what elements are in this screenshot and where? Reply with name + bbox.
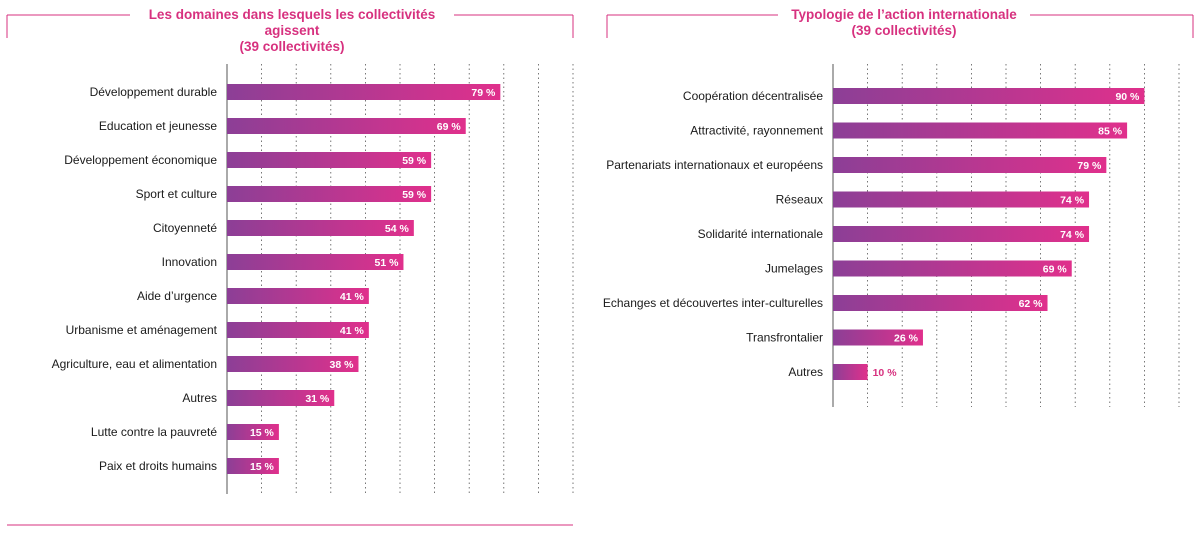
left-bar [227, 424, 279, 440]
left-chart: Développement durable 79 % Education et je… [6, 14, 574, 526]
right-chart: Coopération décentralisée 90 % Attractivit… [603, 14, 1194, 407]
right-category-label: Réseaux [776, 193, 823, 207]
left-value-label: 38 % [330, 359, 355, 371]
left-value-label: 15 % [250, 461, 275, 473]
left-category-label: Aide d’urgence [137, 289, 217, 303]
left-category-label: Sport et culture [136, 187, 218, 201]
right-bar [833, 364, 868, 380]
left-chart-panel: Développement durable 79 % Education et je… [6, 7, 574, 526]
left-value-label: 59 % [402, 155, 427, 167]
right-category-label: Transfrontalier [746, 331, 823, 345]
right-value-label: 74 % [1060, 195, 1085, 207]
left-value-label: 41 % [340, 291, 365, 303]
right-value-label: 26 % [894, 333, 919, 345]
left-category-label: Développement économique [64, 153, 217, 167]
left-bars: Développement durable 79 % Education et je… [52, 84, 501, 474]
right-value-label: 79 % [1077, 160, 1102, 172]
right-category-label: Attractivité, rayonnement [690, 124, 823, 138]
left-category-label: Développement durable [90, 85, 218, 99]
left-chart-subtitle: (39 collectivités) [239, 39, 345, 54]
left-value-label: 51 % [375, 257, 400, 269]
left-bar [227, 322, 369, 338]
left-value-label: 15 % [250, 427, 275, 439]
left-category-label: Autres [182, 391, 217, 405]
left-bar [227, 152, 432, 168]
left-chart-title-block: Les domaines dans lesquels les collectiv… [130, 7, 454, 55]
right-bar [833, 157, 1107, 173]
right-bar [833, 295, 1048, 311]
right-chart-title-block: Typologie de l’action internationale (39… [778, 7, 1030, 39]
left-category-label: Agriculture, eau et alimentation [52, 357, 217, 371]
left-bar [227, 118, 466, 134]
right-category-label: Partenariats internationaux et européens [606, 158, 823, 172]
left-bar [227, 84, 501, 100]
left-category-label: Education et jeunesse [99, 119, 217, 133]
left-value-label: 69 % [437, 121, 462, 133]
left-value-label: 79 % [471, 87, 496, 99]
right-bar [833, 226, 1090, 242]
right-bar [833, 191, 1090, 208]
left-bar [227, 220, 414, 236]
right-value-label: 10 % [873, 367, 898, 379]
left-category-label: Paix et droits humains [99, 459, 217, 473]
right-bar [833, 329, 923, 346]
left-bar [227, 254, 404, 270]
right-category-label: Autres [788, 365, 823, 379]
right-chart-title: Typologie de l’action internationale [791, 7, 1017, 22]
left-bar [227, 458, 279, 474]
left-gridlines [226, 64, 574, 494]
right-category-label: Echanges et découvertes inter-culturelle… [603, 296, 823, 310]
right-value-label: 90 % [1115, 91, 1140, 103]
right-bar [833, 88, 1145, 104]
right-value-label: 74 % [1060, 229, 1085, 241]
right-chart-subtitle: (39 collectivités) [851, 23, 957, 38]
left-category-label: Citoyenneté [153, 221, 217, 235]
left-category-label: Lutte contre la pauvreté [91, 425, 217, 439]
left-chart-title: Les domaines dans lesquels les collectiv… [148, 7, 436, 38]
right-bars: Coopération décentralisée 90 % Attractivit… [603, 88, 1145, 380]
left-category-label: Innovation [162, 255, 217, 269]
right-category-label: Jumelages [765, 262, 823, 276]
right-category-label: Solidarité internationale [698, 227, 824, 241]
right-chart-panel: Coopération décentralisée 90 % Attractivit… [600, 0, 1200, 534]
left-value-label: 31 % [305, 393, 330, 405]
right-bar [833, 122, 1128, 139]
right-value-label: 62 % [1019, 298, 1044, 310]
right-category-label: Coopération décentralisée [683, 89, 823, 103]
right-value-label: 85 % [1098, 126, 1123, 138]
left-bar [227, 288, 369, 304]
right-bar [833, 260, 1072, 277]
left-value-label: 54 % [385, 223, 410, 235]
right-value-label: 69 % [1043, 264, 1068, 276]
left-value-label: 41 % [340, 325, 365, 337]
left-category-label: Urbanisme et aménagement [66, 323, 218, 337]
left-bar [227, 390, 335, 406]
left-value-label: 59 % [402, 189, 427, 201]
left-bar [227, 186, 432, 202]
left-bar [227, 356, 359, 372]
